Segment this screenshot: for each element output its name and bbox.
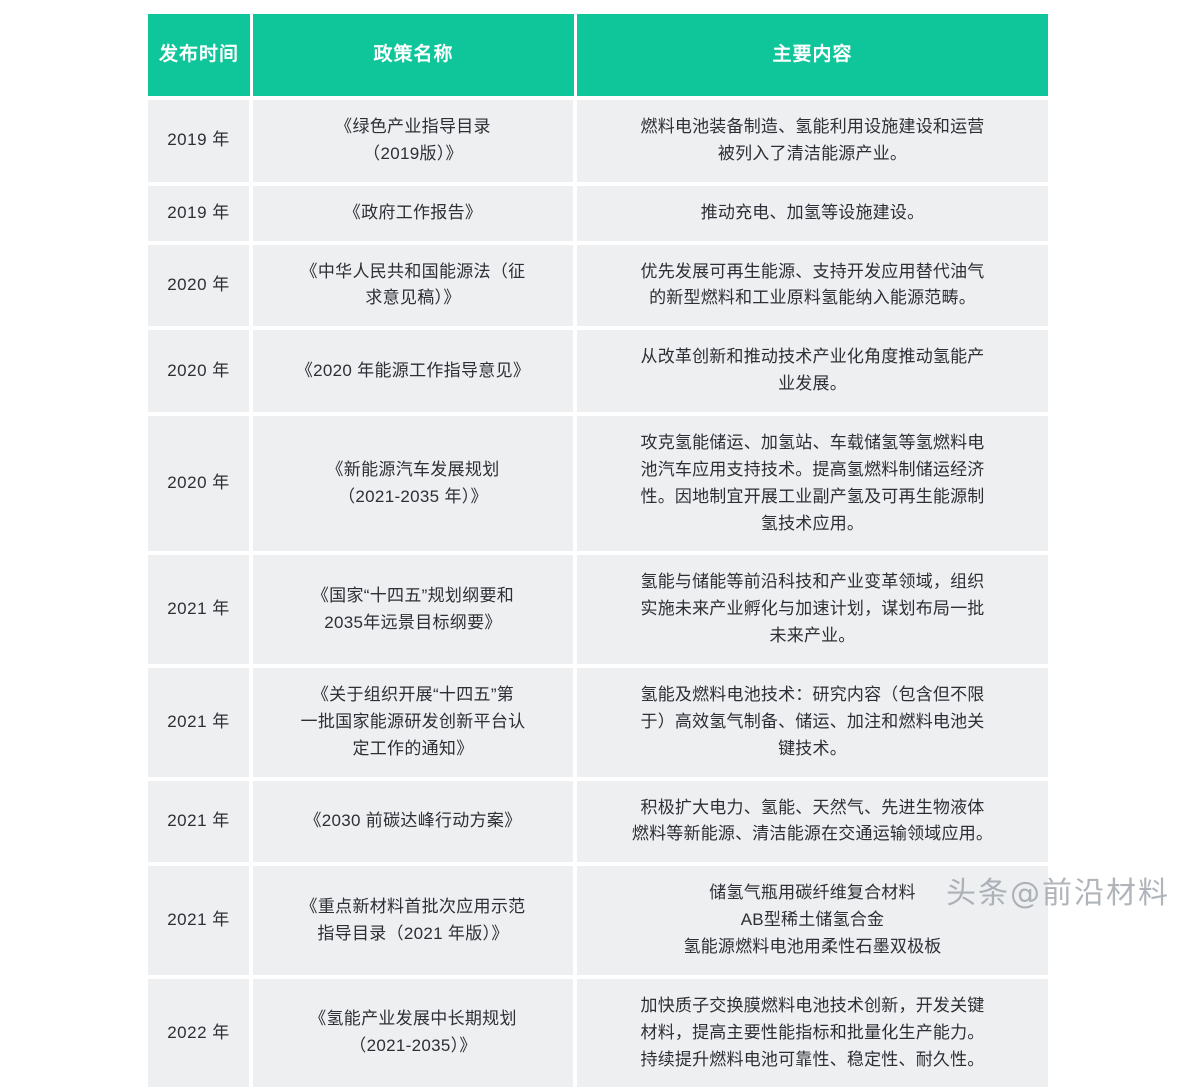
cell-year: 2020 年: [148, 330, 253, 413]
cell-main-content: 氢能与储能等前沿科技和产业变革领域，组织 实施未来产业孵化与加速计划，谋划布局一批…: [577, 555, 1048, 665]
table-row: 2021 年《关于组织开展“十四五”第 一批国家能源研发创新平台认 定工作的通知》氢…: [148, 668, 1048, 777]
policy-line: 《新能源汽车发展规划: [326, 459, 500, 479]
table-row: 2019 年 《政府工作报告》 推动充电、加氢等设施建设。: [148, 185, 1048, 241]
cell-main-content: 优先发展可再生能源、支持开发应用替代油气 的新型燃料和工业原料氢能纳入能源范畴。: [577, 244, 1048, 327]
cell-main-content: 加快质子交换膜燃料电池技术创新，开发关键 材料，提高主要性能指标和批量化生产能力。…: [577, 978, 1048, 1088]
content-line: 于）高效氢气制备、储运、加注和燃料电池关: [640, 711, 985, 731]
policy-table: 发布时间 政策名称 主要内容 2019 年《绿色产业指导目录 （2019版）》 燃料…: [148, 10, 1048, 1091]
content-line: 氢技术应用。: [760, 513, 865, 533]
table-row: 2020 年 《新能源汽车发展规划 （2021-2035 年）》 攻克氢能储运、加氢站…: [148, 416, 1048, 552]
table-row: 2020 年《中华人民共和国能源法（征 求意见稿）》 优先发展可再生能源、支持开发应…: [148, 244, 1048, 327]
content-line: 业发展。: [778, 374, 847, 394]
cell-policy-name: 《关于组织开展“十四五”第 一批国家能源研发创新平台认 定工作的通知》: [253, 668, 577, 777]
cell-policy-name: 《政府工作报告》: [253, 185, 577, 241]
content-line: 氢能源燃料电池用柔性石墨双极板: [683, 937, 942, 957]
cell-year: 2021 年: [148, 668, 253, 777]
policy-line: 《中华人民共和国能源法（征: [300, 261, 526, 281]
table-row: 2022 年 《氢能产业发展中长期规划 （2021-2035）》 加快质子交换膜燃料电…: [148, 978, 1048, 1088]
table-row: 2021 年 《国家“十四五”规划纲要和 2035年远景目标纲要》 氢能与储能等前沿科…: [148, 555, 1048, 665]
column-header-year: 发布时间: [148, 14, 253, 96]
content-line: 持续提升燃料电池可靠性、稳定性、耐久性。: [640, 1049, 985, 1069]
content-line: 被列入了清洁能源产业。: [717, 143, 908, 163]
cell-main-content: 从改革创新和推动技术产业化角度推动氢能产 业发展。: [577, 330, 1048, 413]
policy-line: 《绿色产业指导目录: [335, 117, 491, 136]
content-line: 的新型燃料和工业原料氢能纳入能源范畴。: [649, 288, 976, 308]
policy-line: （2021-2035 年）》: [338, 486, 488, 506]
policy-line: 《2020 年能源工作指导意见》: [295, 360, 531, 380]
policy-line: 2035年远景目标纲要》: [324, 612, 502, 632]
content-line: AB型稀土储氢合金: [740, 910, 885, 930]
content-line: 燃料电池装备制造、氢能利用设施建设和运营: [640, 117, 985, 136]
policy-line: 求意见稿）》: [365, 288, 461, 308]
cell-policy-name: 《2020 年能源工作指导意见》: [253, 330, 577, 413]
cell-year: 2020 年: [148, 416, 253, 552]
cell-main-content: 推动充电、加氢等设施建设。: [577, 185, 1048, 241]
content-line: 燃料等新能源、清洁能源在交通运输领域应用。: [631, 824, 994, 844]
policy-line: （2021-2035）》: [349, 1036, 477, 1056]
content-line: 未来产业。: [769, 626, 856, 646]
content-line: 氢能及燃料电池技术：研究内容（包含但不限: [640, 685, 985, 705]
cell-main-content: 氢能及燃料电池技术：研究内容（包含但不限 于）高效氢气制备、储运、加注和燃料电池关…: [577, 668, 1048, 777]
table-row: 2021 年《重点新材料首批次应用示范 指导目录（2021 年版）》 储氢气瓶用碳纤…: [148, 866, 1048, 975]
content-line: 积极扩大电力、氢能、天然气、先进生物液体: [640, 797, 985, 817]
policy-line: 《重点新材料首批次应用示范: [300, 896, 526, 916]
policy-line: 《2030 前碳达峰行动方案》: [304, 811, 522, 831]
content-line: 从改革创新和推动技术产业化角度推动氢能产: [640, 347, 985, 367]
policy-line: 指导目录（2021 年版）》: [317, 923, 509, 943]
table-row: 2021 年 《2030 前碳达峰行动方案》 积极扩大电力、氢能、天然气、先进生物液…: [148, 780, 1048, 863]
content-line: 性。因地制宜开展工业副产氢及可再生能源制: [640, 486, 985, 506]
cell-main-content: 攻克氢能储运、加氢站、车载储氢等氢燃料电 池汽车应用支持技术。提高氢燃料制储运经济…: [577, 416, 1048, 552]
cell-year: 2019 年: [148, 185, 253, 241]
policy-line: 一批国家能源研发创新平台认: [300, 711, 526, 731]
cell-year: 2022 年: [148, 978, 253, 1088]
cell-policy-name: 《新能源汽车发展规划 （2021-2035 年）》: [253, 416, 577, 552]
cell-main-content: 积极扩大电力、氢能、天然气、先进生物液体 燃料等新能源、清洁能源在交通运输领域应用…: [577, 780, 1048, 863]
cell-year: 2021 年: [148, 555, 253, 665]
content-line: 实施未来产业孵化与加速计划，谋划布局一批: [640, 599, 985, 619]
cell-main-content: 燃料电池装备制造、氢能利用设施建设和运营 被列入了清洁能源产业。: [577, 100, 1048, 182]
header-row: 发布时间 政策名称 主要内容: [148, 14, 1048, 96]
table-body: 2019 年 《绿色产业指导目录 （2019版）》 燃料电池装备制造、氢能利用设施建设…: [148, 100, 1048, 1088]
policy-line: 《关于组织开展“十四五”第: [311, 685, 515, 705]
content-line: 材料，提高主要性能指标和批量化生产能力。: [640, 1022, 985, 1042]
content-line: 储氢气瓶用碳纤维复合材料: [709, 883, 916, 903]
policy-line: （2019版）》: [363, 143, 463, 163]
content-line: 氢能与储能等前沿科技和产业变革领域，组织: [640, 572, 985, 592]
content-line: 键技术。: [778, 738, 847, 758]
cell-policy-name: 《氢能产业发展中长期规划 （2021-2035）》: [253, 978, 577, 1088]
cell-policy-name: 《绿色产业指导目录 （2019版）》: [253, 100, 577, 182]
cell-year: 2020 年: [148, 244, 253, 327]
column-header-policy: 政策名称: [253, 14, 577, 96]
column-header-content: 主要内容: [577, 14, 1048, 96]
policy-line: 《氢能产业发展中长期规划: [309, 1009, 517, 1029]
cell-policy-name: 《重点新材料首批次应用示范 指导目录（2021 年版）》: [253, 866, 577, 975]
content-line: 推动充电、加氢等设施建设。: [700, 202, 925, 222]
cell-year: 2021 年: [148, 780, 253, 863]
table-header: 发布时间 政策名称 主要内容: [148, 14, 1048, 96]
policy-line: 《政府工作报告》: [343, 202, 483, 222]
cell-policy-name: 《2030 前碳达峰行动方案》: [253, 780, 577, 863]
cell-year: 2019 年: [148, 100, 253, 182]
content-line: 优先发展可再生能源、支持开发应用替代油气: [640, 261, 985, 281]
cell-policy-name: 《中华人民共和国能源法（征 求意见稿）》: [253, 244, 577, 327]
cell-year: 2021 年: [148, 866, 253, 975]
table-row: 2020 年 《2020 年能源工作指导意见》 从改革创新和推动技术产业化角度推动氢…: [148, 330, 1048, 413]
content-line: 加快质子交换膜燃料电池技术创新，开发关键: [640, 995, 985, 1015]
content-line: 攻克氢能储运、加氢站、车载储氢等氢燃料电: [640, 433, 985, 453]
cell-main-content: 储氢气瓶用碳纤维复合材料 AB型稀土储氢合金氢能源燃料电池用柔性石墨双极板: [577, 866, 1048, 975]
content-line: 池汽车应用支持技术。提高氢燃料制储运经济: [640, 459, 985, 479]
policy-line: 《国家“十四五”规划纲要和: [311, 585, 515, 605]
cell-policy-name: 《国家“十四五”规划纲要和 2035年远景目标纲要》: [253, 555, 577, 665]
table-row: 2019 年 《绿色产业指导目录 （2019版）》 燃料电池装备制造、氢能利用设施建设…: [148, 100, 1048, 182]
policy-line: 定工作的通知》: [352, 738, 474, 758]
